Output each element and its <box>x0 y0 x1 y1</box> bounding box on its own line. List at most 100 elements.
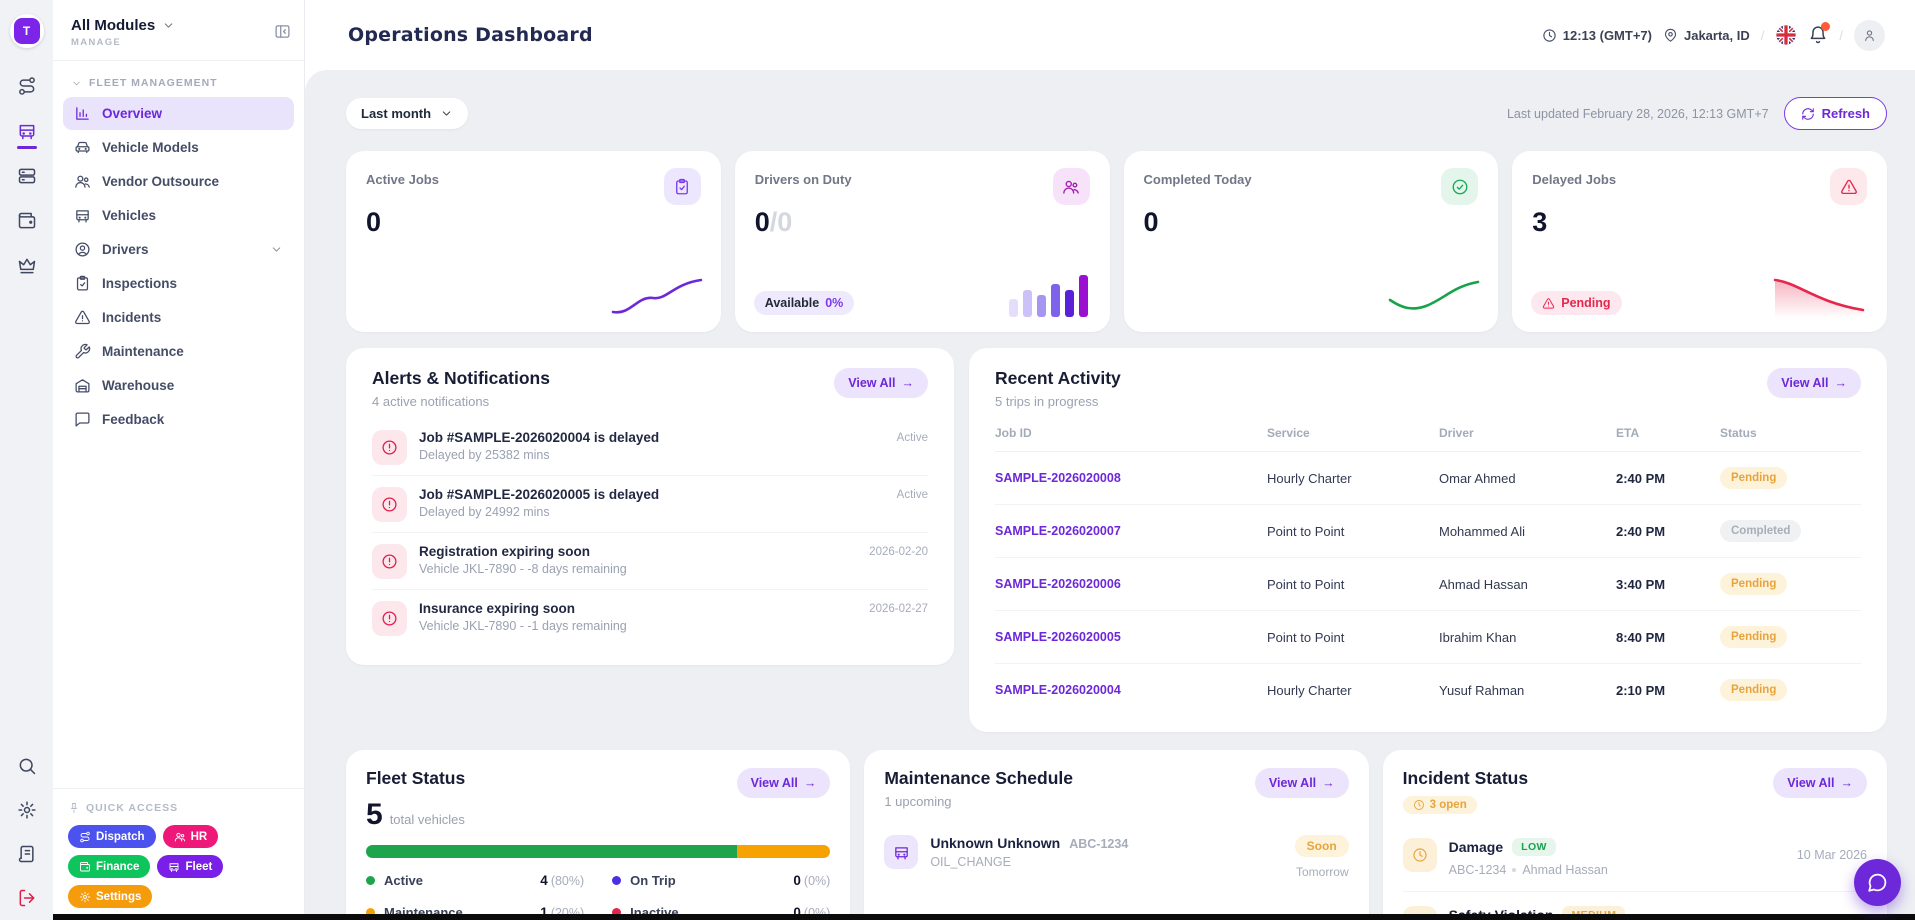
soon-badge: Soon <box>1294 835 1349 857</box>
module-switcher[interactable]: All Modules <box>71 17 286 34</box>
status-badge: Completed <box>1720 520 1802 542</box>
alert-subtitle: Vehicle JKL-7890 - -1 days remaining <box>419 618 627 633</box>
alert-title: Job #SAMPLE-2026020004 is delayed <box>419 429 660 445</box>
quick-access-label: QUICK ACCESS <box>68 802 289 814</box>
incidents-view-all-button[interactable]: View All → <box>1773 768 1867 798</box>
eta-cell: 2:40 PM <box>1616 523 1666 539</box>
section-fleet-management[interactable]: FLEET MANAGEMENT <box>53 61 304 97</box>
sidebar-item-vehicles[interactable]: Vehicles <box>63 199 294 232</box>
table-row[interactable]: SAMPLE-2026020004 Hourly Charter Yusuf R… <box>995 664 1861 716</box>
sidebar-item-feedback[interactable]: Feedback <box>63 403 294 436</box>
active-jobs-sparkline <box>611 278 703 314</box>
alerts-title: Alerts & Notifications <box>372 368 550 388</box>
modules-list-icon[interactable] <box>17 166 37 186</box>
stat-value: 0/0 <box>754 207 793 237</box>
alert-item[interactable]: Job #SAMPLE-2026020005 is delayed Delaye… <box>372 475 928 532</box>
search-icon[interactable] <box>17 756 37 776</box>
maintenance-item[interactable]: Unknown Unknown ABC-1234 OIL_CHANGE Soon… <box>884 835 1349 879</box>
fleet-total-label: total vehicles <box>389 812 465 827</box>
logout-icon[interactable] <box>17 888 37 908</box>
map-pin-icon <box>1663 28 1678 43</box>
chat-fab-button[interactable] <box>1854 859 1901 906</box>
sidebar-item-overview[interactable]: Overview <box>63 97 294 130</box>
alerts-view-all-button[interactable]: View All → <box>834 368 928 398</box>
legend-active: Active 4 (80%) <box>366 873 584 888</box>
table-row[interactable]: SAMPLE-2026020005 Point to Point Ibrahim… <box>995 611 1861 664</box>
changelog-icon[interactable] <box>17 844 37 864</box>
sidebar-item-inspections[interactable]: Inspections <box>63 267 294 300</box>
gear-icon[interactable] <box>17 800 37 820</box>
alert-item[interactable]: Job #SAMPLE-2026020004 is delayed Delaye… <box>372 419 928 475</box>
sidebar-item-label: Inspections <box>102 276 178 291</box>
maintenance-view-all-button[interactable]: View All → <box>1254 768 1349 798</box>
alert-item[interactable]: Registration expiring soon Vehicle JKL-7… <box>372 532 928 589</box>
uk-flag-icon[interactable] <box>1775 24 1797 46</box>
fleet-module-icon[interactable] <box>16 121 37 149</box>
arrow-right-icon: → <box>1834 376 1848 390</box>
quick-access-hr-button[interactable]: HR <box>162 825 219 848</box>
notifications-bell-icon[interactable] <box>1808 22 1831 45</box>
sidebar-item-vehicle-models[interactable]: Vehicle Models <box>63 131 294 164</box>
sidebar-item-drivers[interactable]: Drivers <box>63 233 294 266</box>
chevron-down-icon <box>71 78 82 89</box>
wrench-icon <box>74 343 91 360</box>
workspace-avatar-letter: T <box>13 18 40 44</box>
alert-item[interactable]: Insurance expiring soon Vehicle JKL-7890… <box>372 589 928 646</box>
quick-access-settings-button[interactable]: Settings <box>68 885 153 908</box>
activity-view-all-button[interactable]: View All → <box>1767 368 1861 398</box>
quick-access-finance-button[interactable]: Finance <box>68 855 151 878</box>
alert-subtitle: Vehicle JKL-7890 - -8 days remaining <box>419 561 627 576</box>
status-badge: Pending <box>1720 573 1788 595</box>
divider: / <box>1839 27 1843 43</box>
job-id-link[interactable]: SAMPLE-2026020004 <box>995 683 1121 697</box>
car-icon <box>74 139 91 156</box>
incident-date: 10 Mar 2026 <box>1796 848 1867 862</box>
sidebar-item-label: Warehouse <box>102 378 175 393</box>
sidebar-item-label: Drivers <box>102 242 149 257</box>
date-range-select[interactable]: Last month <box>346 98 469 129</box>
sidebar-header: All Modules MANAGE <box>53 0 304 61</box>
table-row[interactable]: SAMPLE-2026020007 Point to Point Mohamme… <box>995 505 1861 558</box>
sidebar-item-incidents[interactable]: Incidents <box>63 301 294 334</box>
job-id-link[interactable]: SAMPLE-2026020008 <box>995 471 1121 485</box>
alert-circle-icon <box>372 600 407 636</box>
sidebar-item-maintenance[interactable]: Maintenance <box>63 335 294 368</box>
eta-cell: 3:40 PM <box>1616 576 1666 592</box>
premium-module-icon[interactable] <box>17 256 37 276</box>
user-avatar[interactable] <box>1854 19 1885 51</box>
sidebar-collapse-icon[interactable] <box>274 23 291 40</box>
table-row[interactable]: SAMPLE-2026020008 Hourly Charter Omar Ah… <box>995 452 1861 505</box>
sidebar-item-label: Overview <box>102 106 163 121</box>
alert-triangle-icon <box>1830 168 1867 205</box>
check-circle-icon <box>1441 168 1479 205</box>
module-switcher-sublabel: MANAGE <box>71 37 122 48</box>
sidebar-item-vendor-outsource[interactable]: Vendor Outsource <box>63 165 294 198</box>
quick-access-fleet-button[interactable]: Fleet <box>157 855 224 878</box>
topbar: Operations Dashboard 12:13 (GMT+7) Jakar… <box>305 0 1915 70</box>
chat-bubble-icon <box>1867 872 1888 893</box>
driver-cell: Omar Ahmed <box>1439 470 1516 486</box>
job-id-link[interactable]: SAMPLE-2026020006 <box>995 577 1121 591</box>
alert-title: Insurance expiring soon <box>419 600 576 616</box>
stat-cards: Active Jobs 0 Drivers on Duty 0/0 Availa… <box>346 151 1887 332</box>
fleet-view-all-button[interactable]: View All → <box>736 768 831 798</box>
finance-module-icon[interactable] <box>17 211 37 231</box>
refresh-button[interactable]: Refresh <box>1783 97 1887 130</box>
job-id-link[interactable]: SAMPLE-2026020005 <box>995 630 1121 644</box>
alert-title: Job #SAMPLE-2026020005 is delayed <box>419 486 660 502</box>
open-incidents-badge: 3 open <box>1402 796 1477 814</box>
workspace-avatar[interactable]: T <box>9 14 44 48</box>
dispatch-module-icon[interactable] <box>17 76 37 96</box>
clock-icon <box>1542 28 1557 43</box>
stat-card-active-jobs: Active Jobs 0 <box>346 151 721 332</box>
message-icon <box>74 411 91 428</box>
arrow-right-icon: → <box>901 376 915 390</box>
eta-cell: 8:40 PM <box>1616 629 1666 645</box>
activity-title: Recent Activity <box>995 368 1121 388</box>
quick-access-dispatch-button[interactable]: Dispatch <box>68 825 156 848</box>
job-id-link[interactable]: SAMPLE-2026020007 <box>995 524 1121 538</box>
sidebar-item-warehouse[interactable]: Warehouse <box>63 369 294 402</box>
due-date: Tomorrow <box>1295 865 1349 879</box>
incident-item[interactable]: Damage LOW ABC-1234 Ahmad Hassan 10 Mar … <box>1402 824 1867 891</box>
table-row[interactable]: SAMPLE-2026020006 Point to Point Ahmad H… <box>995 558 1861 611</box>
